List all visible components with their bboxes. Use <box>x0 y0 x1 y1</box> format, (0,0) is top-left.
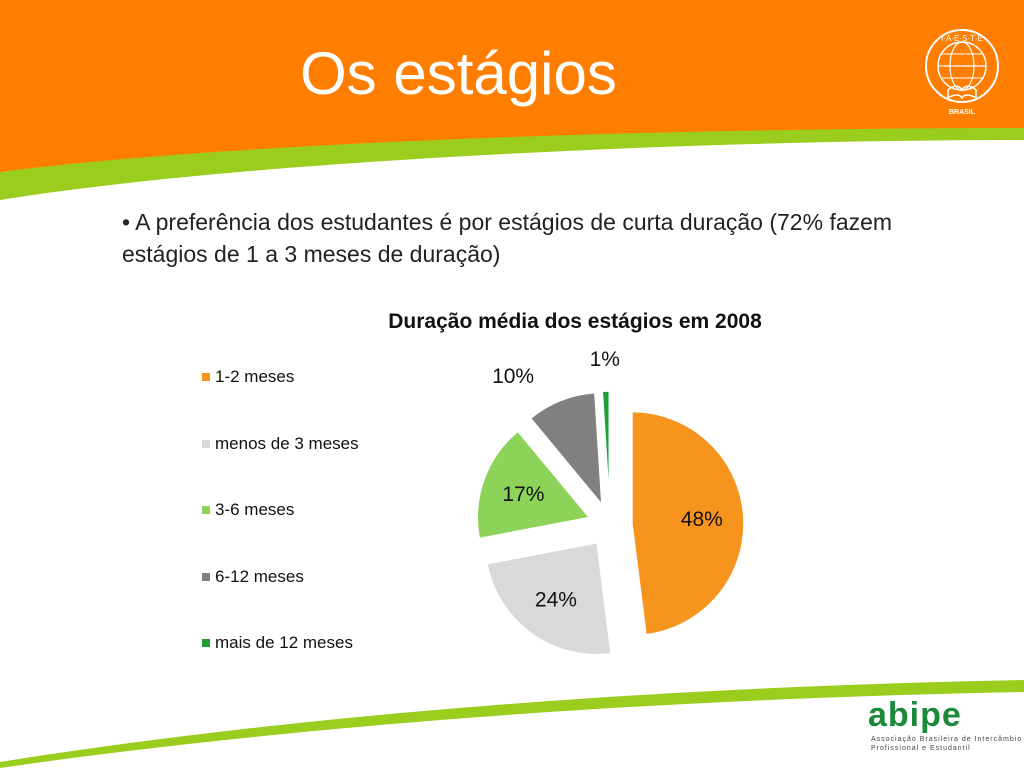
legend-item: 1-2 meses <box>202 366 294 388</box>
legend-swatch <box>202 373 210 381</box>
pie-data-label: 10% <box>492 365 534 388</box>
legend-item: 3-6 meses <box>202 499 294 521</box>
header-orange-band <box>0 0 1024 172</box>
pie-data-label: 48% <box>681 508 723 531</box>
legend-swatch <box>202 439 210 448</box>
header-green-stripe <box>0 112 1024 200</box>
chart-title: Duração média dos estágios em 2008 <box>388 310 762 333</box>
abipe-logo: abipe Associação Brasileira de Intercâmb… <box>868 696 1021 754</box>
pie-slice <box>476 430 591 540</box>
iaeste-text: I·A·E·S·T·E <box>941 34 983 43</box>
pie-slice <box>486 541 612 656</box>
abipe-name: abipe <box>868 696 962 734</box>
legend-label: 1-2 meses <box>215 367 295 386</box>
legend-item: menos de 3 meses <box>202 433 359 455</box>
legend-item: mais de 12 meses <box>202 632 353 654</box>
legend-label: 3-6 meses <box>215 500 295 519</box>
legend-item: 6-12 meses <box>202 566 304 588</box>
footer-green-wave <box>0 680 1024 768</box>
abipe-tagline-2: Profissional e Estudantil <box>871 745 971 752</box>
pie-slice <box>529 391 603 507</box>
pie-slice <box>631 410 745 636</box>
pie-data-label: 1% <box>590 348 620 371</box>
pie-chart: 48% 24% 17% 10% 1% <box>476 348 745 656</box>
legend-label: mais de 12 meses <box>215 633 353 652</box>
pie-data-label: 17% <box>502 483 544 506</box>
legend-swatch <box>202 572 210 581</box>
bullet-text: • A preferência dos estudantes é por est… <box>122 209 893 267</box>
iaeste-logo: I·A·E·S·T·E BRASIL <box>922 20 1002 120</box>
legend-label: menos de 3 meses <box>215 433 359 453</box>
legend-label: 6-12 meses <box>215 566 304 586</box>
abipe-tagline-1: Associação Brasileira de Intercâmbio <box>871 736 1023 743</box>
iaeste-country: BRASIL <box>949 109 976 116</box>
pie-data-label: 24% <box>535 588 577 611</box>
legend-swatch <box>202 639 210 647</box>
slide-title: Os estágios <box>300 40 617 107</box>
pie-slice <box>601 390 611 504</box>
legend-swatch <box>202 506 210 514</box>
